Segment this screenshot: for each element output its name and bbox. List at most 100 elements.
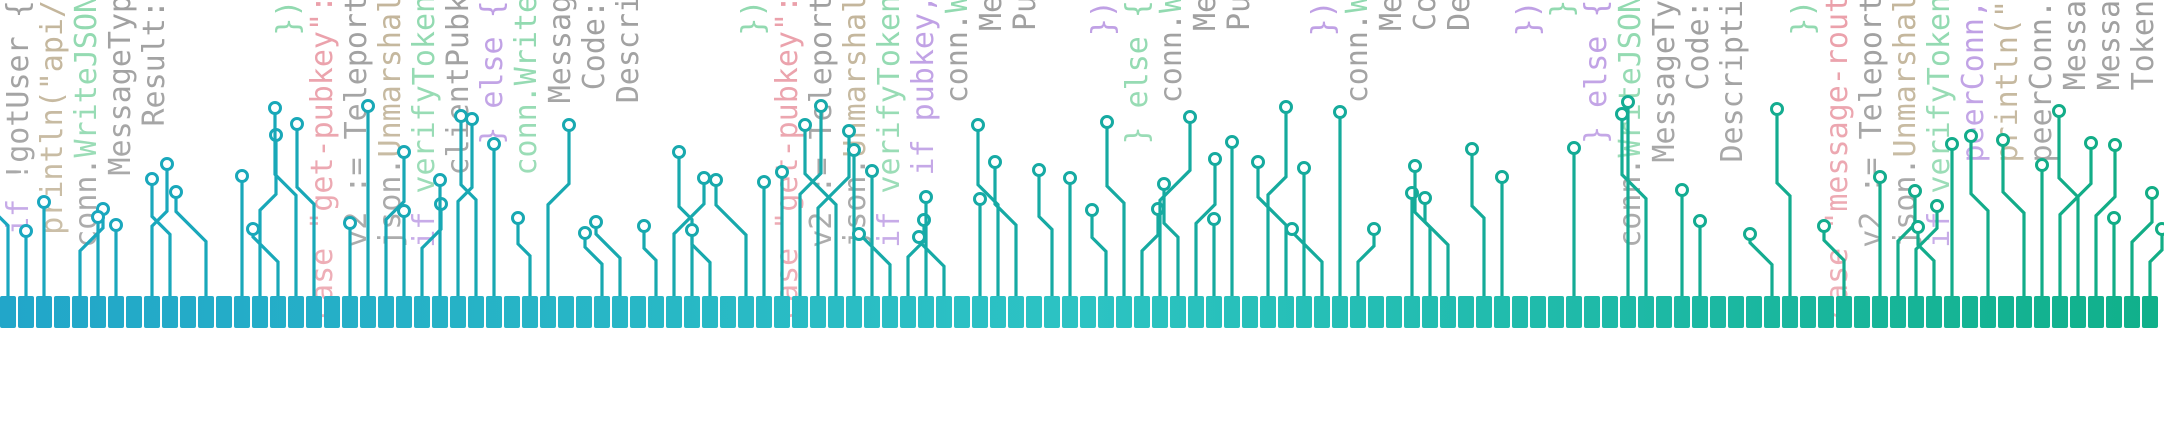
via-node <box>1418 191 1432 205</box>
connector-pad <box>990 296 1006 328</box>
connector-pad <box>648 296 664 328</box>
connector-pad <box>504 296 520 328</box>
circuit-trace <box>1423 203 1450 296</box>
connector-pad <box>1260 296 1276 328</box>
connector-pad <box>1332 296 1348 328</box>
connector-pad <box>1386 296 1402 328</box>
circuit-trace <box>1290 228 1324 296</box>
via-node <box>1996 133 2010 147</box>
circuit-trace <box>2130 198 2154 296</box>
connector-pad <box>1764 296 1780 328</box>
connector-pad <box>720 296 736 328</box>
connector-pad <box>774 296 790 328</box>
connector-pad <box>1458 296 1474 328</box>
via-node <box>2084 136 2098 150</box>
connector-pad <box>1026 296 1042 328</box>
connector-pad <box>1080 296 1096 328</box>
connector-pad <box>18 296 34 328</box>
connector-pad <box>360 296 376 328</box>
via-node <box>1063 171 1077 185</box>
via-node <box>145 172 159 186</box>
via-node <box>454 109 468 123</box>
circuit-trace <box>516 223 532 296</box>
connector-pad <box>828 296 844 328</box>
via-node <box>1945 137 1959 151</box>
via-node <box>757 175 771 189</box>
via-node <box>589 215 603 229</box>
connector-pad <box>1602 296 1618 328</box>
circuit-trace <box>1256 167 1288 296</box>
circuit-trace <box>642 231 658 296</box>
connector-pad <box>1350 296 1366 328</box>
connector-pad <box>1854 296 1870 328</box>
connector-pad <box>1710 296 1726 328</box>
connector-pad <box>1548 296 1564 328</box>
connector-pad <box>594 296 610 328</box>
circuit-trace <box>803 130 838 296</box>
connector-pad <box>234 296 250 328</box>
connector-pad <box>1152 296 1168 328</box>
connector-pad <box>1098 296 1114 328</box>
connector-pad <box>1116 296 1132 328</box>
via-node <box>109 218 123 232</box>
via-node <box>1908 184 1922 198</box>
connector-pad <box>1512 296 1528 328</box>
circuit-trace <box>1620 119 1648 296</box>
connector-pad <box>522 296 538 328</box>
via-node <box>1964 129 1978 143</box>
via-node <box>1251 155 1265 169</box>
connector-pad <box>1224 296 1240 328</box>
connector-pad <box>612 296 628 328</box>
connector-pad <box>1062 296 1078 328</box>
connector-pad <box>1188 296 1204 328</box>
circuit-trace <box>816 136 851 296</box>
connector-pad <box>1404 296 1420 328</box>
circuit-trace <box>2094 150 2117 296</box>
connector-pad <box>144 296 160 328</box>
circuit-trace <box>1413 171 1432 296</box>
connector-pad <box>1278 296 1294 328</box>
circuit-trace <box>798 111 823 296</box>
via-node <box>1408 159 1422 173</box>
circuit-trace <box>546 130 571 296</box>
via-node <box>1225 135 1239 149</box>
connector-pad <box>2034 296 2050 328</box>
connector-pad <box>558 296 574 328</box>
circuit-trace <box>2058 148 2093 296</box>
circuit-trace <box>857 229 892 296</box>
connector-pad <box>450 296 466 328</box>
connector-pad <box>2088 296 2104 328</box>
connector-pad <box>1314 296 1330 328</box>
via-node <box>290 117 304 131</box>
connector-pad <box>1944 296 1960 328</box>
connector-pad <box>90 296 106 328</box>
connector-pad <box>1044 296 1060 328</box>
circuit-trace <box>384 157 406 296</box>
via-node <box>842 124 856 138</box>
connector-pad <box>396 296 412 328</box>
connector-pad <box>738 296 754 328</box>
connector-pad <box>486 296 502 328</box>
via-node <box>709 173 723 187</box>
circuit-trace <box>459 121 478 296</box>
via-node <box>1465 142 1479 156</box>
via-node <box>1207 212 1221 226</box>
connector-pad <box>900 296 916 328</box>
via-node <box>511 211 525 225</box>
connector-pad <box>1494 296 1510 328</box>
connector-pad <box>1422 296 1438 328</box>
circuit-trace <box>2148 234 2164 296</box>
connector-pad <box>108 296 124 328</box>
via-node <box>672 145 686 159</box>
via-node <box>1100 115 1114 129</box>
via-node <box>1208 152 1222 166</box>
connector-pad <box>162 296 178 328</box>
circuit-trace <box>1158 122 1192 296</box>
via-node <box>1743 227 1757 241</box>
circuit-trace <box>1822 231 1846 296</box>
connector-pad <box>1008 296 1024 328</box>
connector-pad <box>576 296 592 328</box>
via-node <box>775 165 789 179</box>
connector-pad <box>270 296 286 328</box>
